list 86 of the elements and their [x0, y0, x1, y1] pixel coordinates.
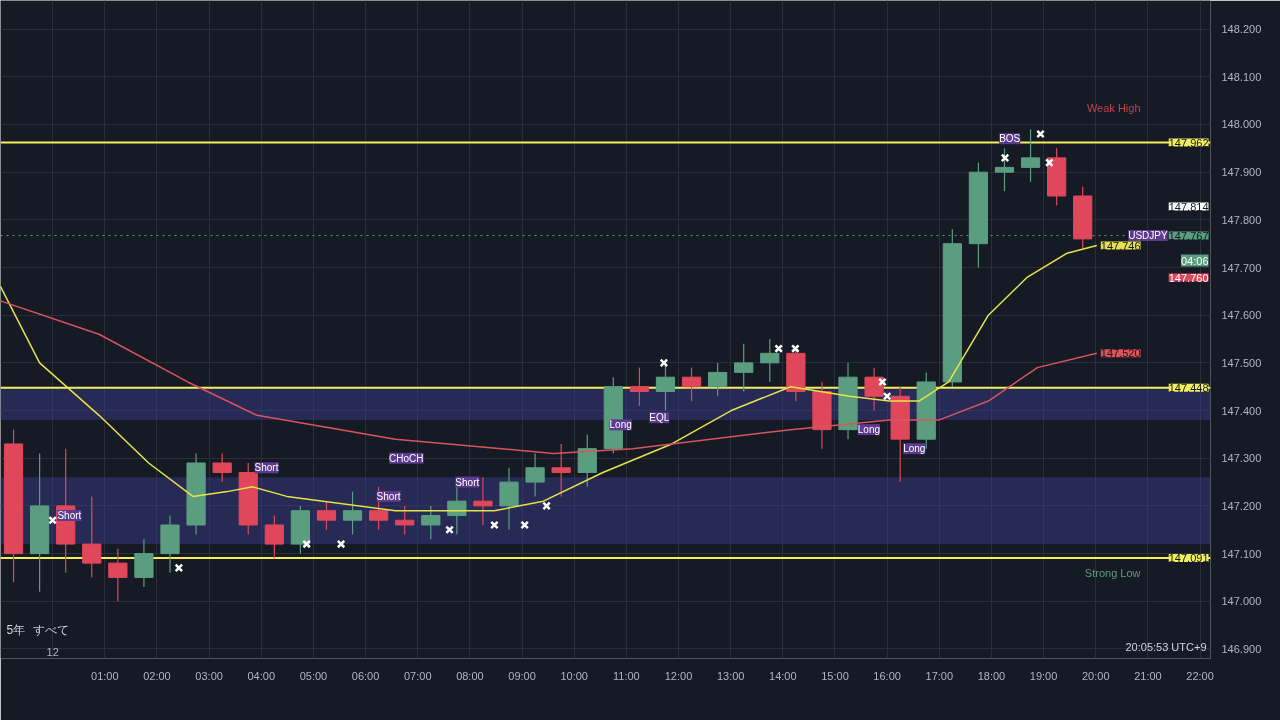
annotation: 04:06: [1180, 254, 1209, 267]
candlestick: [264, 514, 284, 559]
candlestick: [629, 367, 650, 407]
data-label: 147.746: [1100, 239, 1141, 252]
candlestick: [421, 505, 441, 540]
x-tick-label: 15:00: [821, 669, 849, 682]
y-tick-label: 147.200: [1221, 499, 1262, 512]
candlestick: [551, 443, 571, 497]
y-tick-label: 147.900: [1221, 166, 1262, 179]
x-tick-label: 12:00: [664, 669, 693, 682]
x-tick-label: 09:00: [508, 669, 536, 682]
line-series: [0, 300, 1098, 455]
candlestick: [525, 452, 545, 497]
point: [302, 539, 312, 549]
x-tick-label: 20:00: [1082, 669, 1110, 682]
ref-line-label: 147.767: [1168, 229, 1209, 242]
ref-line-label: 147.091: [1168, 551, 1209, 564]
point: [1044, 158, 1054, 168]
x-tick-label: 21:00: [1134, 669, 1162, 682]
annotation: Short: [57, 509, 82, 521]
candlestick: [708, 362, 728, 397]
x-tick-label: 14:00: [769, 669, 797, 682]
annotation: Long: [857, 424, 881, 436]
y-tick-label: 147.700: [1221, 261, 1262, 274]
x-tick-label: 07:00: [403, 669, 432, 682]
annotation: すべて: [32, 622, 69, 637]
annotation: BOS: [999, 133, 1021, 145]
x-tick-label: 17:00: [925, 669, 954, 682]
annotation: Short: [254, 462, 279, 474]
candlestick: [82, 495, 102, 579]
annotation: 12: [46, 645, 59, 658]
point: [520, 520, 530, 530]
candlestick: [681, 367, 702, 402]
candlestick: [734, 343, 754, 393]
y-tick-label: 147.000: [1221, 595, 1262, 608]
y-tick-label: 147.300: [1221, 452, 1262, 465]
annotation: Weak High: [1086, 101, 1141, 114]
annotation: Long: [609, 419, 632, 431]
candlestick: [108, 548, 128, 602]
y-tick-label: 147.800: [1221, 213, 1262, 226]
annotation: EQL: [649, 412, 670, 424]
annotation: CHoCH: [389, 452, 424, 464]
point: [1036, 129, 1045, 139]
annotation: USDJPY: [1128, 230, 1168, 242]
annotation: Strong Low: [1084, 566, 1141, 579]
ref-line-label: 147.962: [1168, 136, 1209, 149]
y-tick-label: 147.400: [1221, 404, 1262, 417]
x-tick-label: 22:00: [1186, 669, 1214, 682]
x-tick-label: 06:00: [351, 669, 380, 682]
candlestick: [212, 452, 232, 483]
x-tick-label: 13:00: [716, 669, 745, 682]
candlestick: [994, 147, 1015, 192]
candlestick: [316, 500, 337, 531]
candlestick: [134, 538, 154, 588]
x-tick-label: 04:00: [247, 669, 276, 682]
line-series: [0, 244, 1098, 512]
annotation: 147.814: [1168, 200, 1209, 213]
x-tick-label: 18:00: [977, 669, 1006, 682]
y-tick-label: 147.600: [1221, 309, 1262, 322]
x-tick-label: 19:00: [1029, 669, 1058, 682]
annotation: 5年: [6, 622, 26, 637]
x-tick-label: 05:00: [299, 669, 328, 682]
candlestick: [342, 491, 363, 536]
point: [542, 501, 551, 511]
candlestick: [395, 505, 415, 536]
annotation: Short: [376, 490, 401, 502]
x-tick-label: 08:00: [456, 669, 484, 682]
y-tick-label: 147.500: [1221, 356, 1262, 369]
x-tick-label: 03:00: [195, 669, 223, 682]
y-tick-label: 148.100: [1221, 70, 1262, 83]
annotation: 147.760: [1168, 271, 1209, 284]
x-tick-label: 02:00: [143, 669, 171, 682]
annotation: 20:05:53 UTC+9: [1125, 640, 1207, 653]
y-tick-label: 146.900: [1221, 642, 1262, 655]
candlestick: [577, 433, 597, 488]
y-tick-label: 148.200: [1221, 23, 1262, 36]
ref-line-label: 147.448: [1168, 381, 1209, 394]
data-label: 147.520: [1100, 347, 1141, 360]
x-tick-label: 01:00: [91, 669, 119, 682]
x-tick-label: 10:00: [560, 669, 588, 682]
y-tick-label: 148.000: [1221, 118, 1262, 131]
x-tick-label: 11:00: [613, 669, 640, 682]
x-tick-label: 16:00: [873, 669, 901, 682]
y-tick-label: 147.100: [1221, 547, 1262, 560]
annotation: Long: [903, 443, 926, 455]
annotation: Short: [455, 476, 480, 488]
